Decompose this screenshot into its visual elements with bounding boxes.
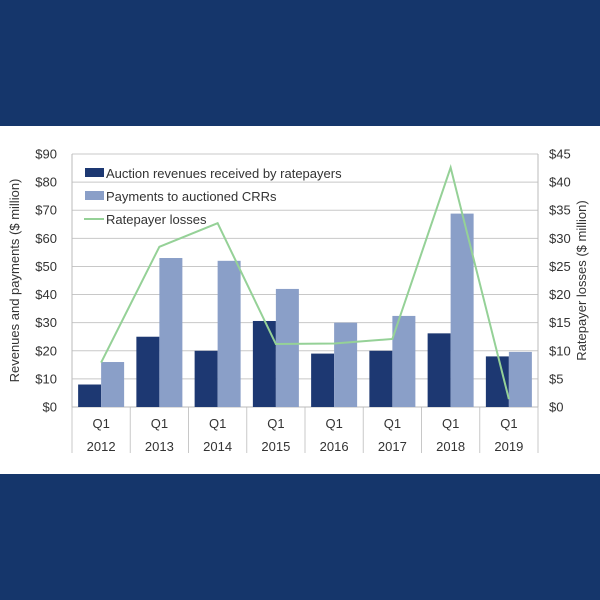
y2-tick-label: $0 <box>549 400 563 415</box>
y-tick-label: $10 <box>35 371 57 386</box>
legend-swatch <box>85 168 104 177</box>
x-tick-quarter: Q1 <box>384 416 401 431</box>
bar-crr-payments <box>217 260 241 407</box>
bar-crr-payments <box>392 315 416 407</box>
y-tick-label: $70 <box>35 203 57 218</box>
bar-auction-revenues <box>252 320 276 407</box>
x-tick-quarter: Q1 <box>325 416 342 431</box>
y-tick-label: $0 <box>43 400 57 415</box>
bar-crr-payments <box>334 322 358 407</box>
x-tick-quarter: Q1 <box>500 416 517 431</box>
bar-crr-payments <box>275 288 299 407</box>
bar-crr-payments <box>159 258 183 407</box>
legend-label: Payments to auctioned CRRs <box>106 189 277 204</box>
bar-crr-payments <box>450 213 474 407</box>
y2-tick-label: $30 <box>549 231 571 246</box>
legend-label: Auction revenues received by ratepayers <box>106 166 342 181</box>
y-tick-label: $20 <box>35 343 57 358</box>
y2-tick-label: $20 <box>549 287 571 302</box>
y-tick-label: $50 <box>35 259 57 274</box>
x-tick-quarter: Q1 <box>151 416 168 431</box>
x-tick-quarter: Q1 <box>92 416 109 431</box>
y-tick-label: $80 <box>35 175 57 190</box>
chart-panel <box>0 126 600 474</box>
x-tick-year: 2017 <box>378 439 407 454</box>
x-tick-year: 2019 <box>494 439 523 454</box>
y2-tick-label: $40 <box>549 175 571 190</box>
y-tick-label: $60 <box>35 231 57 246</box>
legend-swatch <box>85 191 104 200</box>
bar-auction-revenues <box>485 356 509 407</box>
bar-auction-revenues <box>427 333 451 407</box>
y2-tick-label: $10 <box>549 343 571 358</box>
x-tick-quarter: Q1 <box>442 416 459 431</box>
y2-tick-label: $15 <box>549 315 571 330</box>
x-tick-quarter: Q1 <box>267 416 284 431</box>
line-ratepayer-losses <box>100 163 510 400</box>
x-tick-year: 2016 <box>320 439 349 454</box>
y2-tick-label: $45 <box>549 147 571 162</box>
x-tick-year: 2012 <box>87 439 116 454</box>
bar-auction-revenues <box>311 353 335 407</box>
bar-auction-revenues <box>136 336 160 407</box>
x-tick-year: 2014 <box>203 439 232 454</box>
x-tick-quarter: Q1 <box>209 416 226 431</box>
bar-auction-revenues <box>369 350 393 407</box>
y-tick-label: $90 <box>35 147 57 162</box>
y2-tick-label: $35 <box>549 203 571 218</box>
y2-tick-label: $25 <box>549 259 571 274</box>
bar-auction-revenues <box>78 384 102 407</box>
y2-axis-title: Ratepayer losses ($ million) <box>574 200 589 360</box>
x-tick-year: 2018 <box>436 439 465 454</box>
y-tick-label: $40 <box>35 287 57 302</box>
x-tick-year: 2015 <box>261 439 290 454</box>
y-axis-title: Revenues and payments ($ million) <box>7 179 22 383</box>
bar-crr-payments <box>101 362 125 407</box>
y2-tick-label: $5 <box>549 371 563 386</box>
x-tick-year: 2013 <box>145 439 174 454</box>
bar-auction-revenues <box>194 350 218 407</box>
y-tick-label: $30 <box>35 315 57 330</box>
bar-crr-payments <box>508 351 532 407</box>
legend-label: Ratepayer losses <box>106 212 207 227</box>
